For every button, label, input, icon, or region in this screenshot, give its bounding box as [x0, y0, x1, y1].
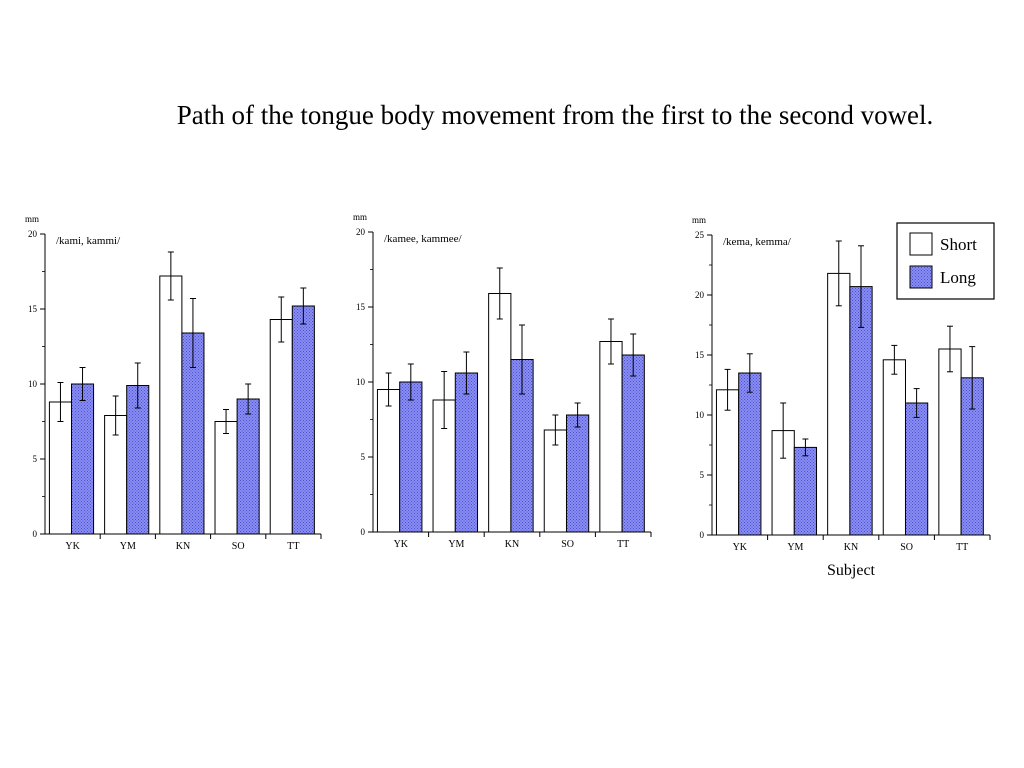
- y-tick-label: 20: [695, 290, 705, 300]
- bar-short-yk: [376, 389, 401, 533]
- y-axis-label: mm: [353, 212, 367, 222]
- bar-long-so: [565, 414, 590, 533]
- y-axis-label: mm: [25, 214, 39, 224]
- x-tick-label: TT: [617, 539, 629, 550]
- y-axis-label: mm: [692, 215, 706, 225]
- y-tick-label: 10: [28, 379, 38, 389]
- bar-short-tt: [599, 341, 623, 533]
- x-tick-label: SO: [232, 541, 245, 552]
- y-tick-label: 10: [695, 410, 705, 420]
- x-tick-label: YK: [394, 539, 409, 550]
- y-tick-label: 0: [361, 527, 366, 537]
- bar-long-tt: [291, 305, 315, 535]
- x-tick-label: YK: [733, 542, 748, 553]
- bar-long-ym: [793, 446, 818, 536]
- chart-panel-2: 0 5 10 15 20 mm/kamee, kammee/YK YM KN SO TT: [353, 212, 652, 550]
- bar-long-so: [236, 398, 260, 535]
- y-tick-label: 15: [356, 302, 366, 312]
- bar-short-so: [882, 359, 906, 536]
- chart-panel-1: 0 5 10 15 20 mm/kami, kammi/YK YM KN SO TT: [25, 214, 322, 552]
- y-tick-label: 20: [356, 227, 366, 237]
- bar-short-tt: [938, 348, 962, 536]
- bar-short-so: [214, 421, 238, 535]
- y-tick-label: 25: [695, 230, 705, 240]
- x-tick-label: SO: [561, 539, 574, 550]
- bar-long-yk: [70, 383, 95, 535]
- bar-long-so: [904, 402, 929, 536]
- x-tick-label: TT: [287, 541, 299, 552]
- bar-long-yk: [738, 372, 762, 536]
- legend: Short Long: [896, 222, 995, 300]
- legend-label-short: Short: [940, 235, 977, 254]
- slide-title: Path of the tongue body movement from th…: [176, 100, 934, 130]
- legend-swatch-short: [909, 232, 933, 256]
- x-tick-label: KN: [505, 539, 519, 550]
- bar-short-kn: [159, 275, 183, 535]
- bar-short-kn: [488, 293, 512, 533]
- panel-title: /kamee, kammee/: [384, 233, 463, 245]
- bar-long-yk: [399, 381, 423, 533]
- legend-label-long: Long: [940, 268, 976, 287]
- x-axis-label: Subject: [827, 562, 876, 579]
- x-tick-label: YM: [448, 539, 464, 550]
- x-tick-label: SO: [900, 542, 913, 553]
- bar-short-yk: [715, 389, 740, 536]
- x-tick-label: YK: [65, 541, 80, 552]
- bar-long-tt: [621, 354, 645, 533]
- y-tick-label: 0: [33, 529, 38, 539]
- panel-title: /kema, kemma/: [723, 236, 792, 248]
- x-tick-label: TT: [956, 542, 968, 553]
- x-tick-label: KN: [176, 541, 190, 552]
- x-tick-label: YM: [787, 542, 803, 553]
- y-tick-label: 10: [356, 377, 366, 387]
- x-tick-label: KN: [844, 542, 858, 553]
- chart-panel-3: 0 5 10 15 20 25 mm/kema, kemma/YK YM KN SO TT Subje…: [692, 215, 991, 579]
- y-tick-label: 20: [28, 229, 38, 239]
- bar-short-tt: [269, 319, 293, 535]
- y-tick-label: 15: [695, 350, 705, 360]
- bar-short-kn: [827, 272, 851, 536]
- y-tick-label: 15: [28, 304, 38, 314]
- y-tick-label: 5: [361, 452, 366, 462]
- legend-swatch-long: [909, 265, 933, 289]
- bar-long-ym: [454, 372, 479, 533]
- y-tick-label: 5: [33, 454, 38, 464]
- panel-title: /kami, kammi/: [56, 235, 121, 247]
- y-tick-label: 5: [700, 470, 705, 480]
- x-tick-label: YM: [120, 541, 136, 552]
- y-tick-label: 0: [700, 530, 705, 540]
